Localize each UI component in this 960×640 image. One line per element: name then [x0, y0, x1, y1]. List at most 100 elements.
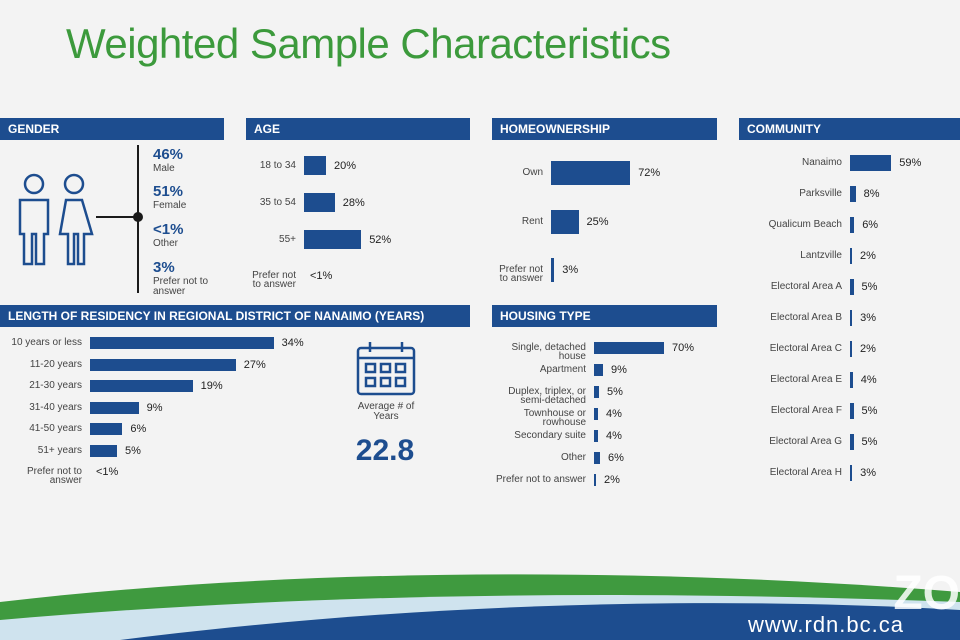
residency-value: 9%	[146, 401, 163, 414]
community-value: 5%	[861, 281, 878, 293]
housing-value: 2%	[604, 474, 620, 486]
residency-label: 31-40 years	[29, 401, 82, 413]
residency-label: 10 years or less	[11, 337, 82, 348]
community-label: Electoral Area B	[770, 312, 842, 323]
housing-value: 4%	[606, 430, 622, 442]
gender-label: Prefer not to answer	[153, 276, 209, 297]
housing-label: Single, detached house	[511, 342, 586, 362]
age-value: 52%	[369, 233, 392, 246]
community-header: COMMUNITY	[739, 118, 960, 140]
page-title: Weighted Sample Characteristics	[66, 20, 671, 67]
housing-label: Duplex, triplex, or semi-detached	[508, 386, 586, 406]
community-label: Electoral Area G	[769, 436, 842, 447]
community-value: 5%	[861, 436, 878, 448]
housing-bar	[594, 342, 664, 354]
community-label: Qualicum Beach	[768, 219, 842, 230]
housing-value: 5%	[607, 386, 623, 398]
housing-value: 9%	[611, 364, 627, 376]
community-value: 3%	[860, 312, 876, 324]
residency-bar	[90, 337, 274, 349]
housing-bar	[594, 386, 599, 398]
community-bar	[850, 279, 854, 295]
residency-bar	[90, 423, 123, 435]
residency-value: 34%	[281, 337, 304, 349]
age-value: <1%	[310, 269, 333, 282]
housing-label: Apartment	[539, 364, 586, 375]
housing-label: Secondary suite	[514, 430, 586, 441]
footer-url[interactable]: www.rdn.bc.ca	[747, 612, 904, 637]
community-bar	[850, 434, 854, 450]
community-value: 5%	[861, 405, 878, 417]
housing-label: Other	[560, 452, 586, 463]
community-value: 3%	[860, 467, 876, 479]
gender-connector-dot	[133, 212, 143, 222]
gender-value: 46%	[153, 146, 184, 163]
housing-value: 4%	[606, 408, 622, 420]
homeownership-value: 72%	[638, 167, 661, 179]
gender-header: GENDER	[0, 118, 224, 140]
residency-header: LENGTH OF RESIDENCY IN REGIONAL DISTRICT…	[0, 305, 470, 327]
community-bar	[850, 403, 854, 419]
footer-wave	[0, 574, 960, 640]
residency-value: 5%	[125, 444, 141, 457]
community-label: Electoral Area A	[770, 281, 842, 292]
age-value: 20%	[334, 159, 357, 172]
housing-bar	[594, 452, 600, 464]
housing-value: 70%	[672, 342, 695, 354]
watermark-logo: ZO	[893, 567, 960, 620]
residency-bar	[90, 380, 193, 392]
age-label: 35 to 54	[259, 196, 296, 208]
age-label: Prefer not to answer	[252, 269, 296, 290]
homeownership-label: Own	[522, 167, 543, 178]
homeownership-label: Rent	[521, 216, 543, 227]
gender-connector-line	[96, 216, 138, 218]
gender-label: Female	[153, 200, 187, 211]
residency-label: Prefer not to answer	[26, 466, 82, 486]
gender-value: 51%	[153, 183, 184, 200]
residency-value: 27%	[243, 358, 266, 371]
average-years-value: 22.8	[355, 434, 415, 467]
community-label: Parksville	[799, 188, 842, 199]
age-bar	[304, 230, 362, 249]
average-years-label: Average # of Years	[357, 401, 415, 422]
gender-value: <1%	[153, 221, 184, 238]
community-value: 2%	[860, 250, 876, 262]
community-bar	[850, 310, 853, 326]
community-label: Electoral Area F	[770, 405, 842, 416]
community-label: Nanaimo	[801, 157, 842, 168]
housing-label: Prefer not to answer	[495, 474, 586, 485]
residency-bar	[90, 401, 139, 414]
community-label: Electoral Area E	[770, 374, 842, 385]
housing-bar	[594, 364, 603, 376]
community-bar	[850, 248, 852, 264]
housing-bar	[594, 430, 598, 442]
age-value: 28%	[342, 196, 365, 209]
community-value: 6%	[862, 219, 879, 231]
community-label: Lantzville	[800, 250, 842, 261]
homeownership-value: 3%	[562, 264, 579, 276]
age-header: AGE	[246, 118, 470, 140]
community-bar	[850, 217, 855, 233]
age-label: 55+	[279, 233, 296, 245]
homeownership-label: Prefer not to answer	[499, 264, 543, 284]
residency-label: 11-20 years	[29, 358, 82, 370]
community-bar	[850, 155, 892, 171]
community-bar	[850, 341, 852, 357]
residency-bar	[90, 358, 236, 371]
community-bar	[850, 372, 853, 388]
residency-label: 21-30 years	[29, 380, 82, 391]
community-bar	[850, 465, 853, 481]
gender-value: 3%	[153, 259, 175, 276]
age-label: 18 to 34	[259, 159, 296, 171]
housing-label: Townhouse or rowhouse	[523, 408, 586, 428]
housing-bar	[594, 408, 598, 420]
residency-value: 19%	[200, 380, 223, 392]
residency-label: 41-50 years	[29, 423, 82, 434]
housing-bar	[594, 474, 596, 486]
community-label: Electoral Area C	[769, 343, 842, 354]
community-value: 4%	[860, 374, 877, 386]
homeownership-bar	[551, 161, 631, 185]
community-label: Electoral Area H	[769, 467, 842, 478]
homeownership-header: HOMEOWNERSHIP	[492, 118, 717, 140]
gender-label: Male	[153, 163, 175, 174]
